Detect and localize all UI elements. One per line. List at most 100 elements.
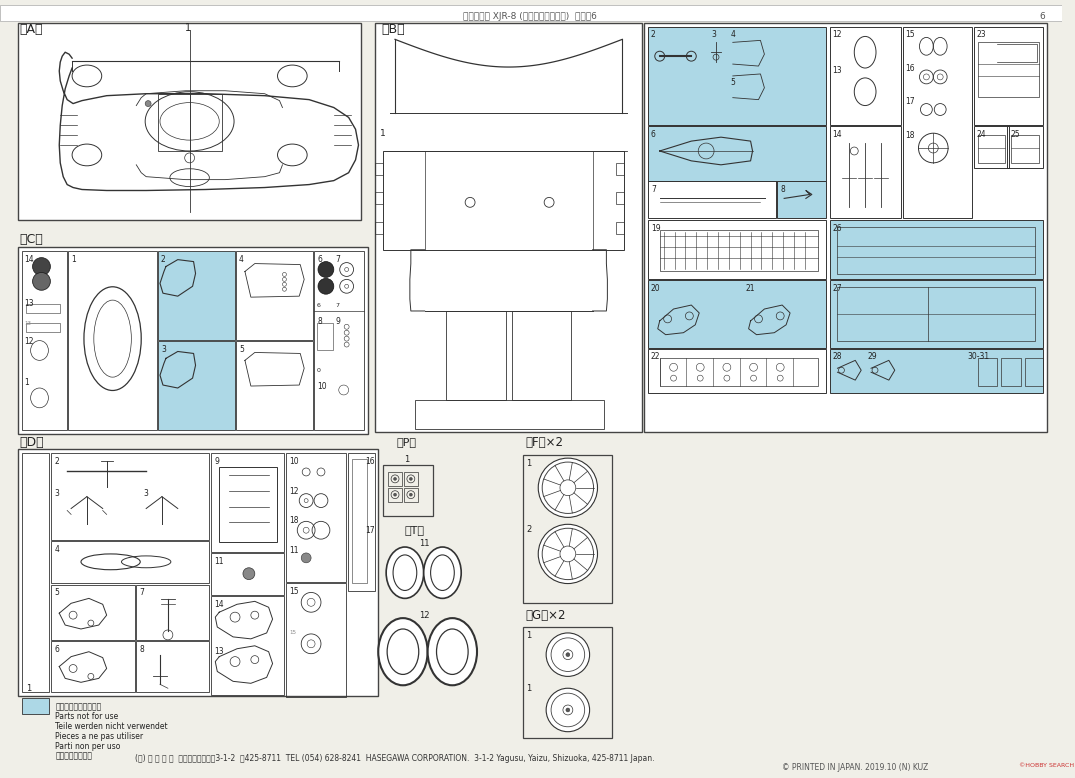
Text: Parts not for use: Parts not for use — [55, 712, 118, 721]
Circle shape — [565, 708, 570, 712]
Text: 4: 4 — [239, 254, 244, 264]
Bar — [1026, 359, 1043, 386]
Bar — [524, 627, 613, 738]
Text: 9: 9 — [335, 317, 341, 326]
Circle shape — [539, 524, 598, 584]
Circle shape — [243, 568, 255, 580]
Bar — [830, 126, 901, 218]
Bar — [616, 222, 625, 234]
Text: 1: 1 — [527, 685, 532, 693]
Bar — [404, 488, 418, 502]
Bar — [22, 251, 67, 430]
Circle shape — [546, 689, 589, 731]
Text: 26: 26 — [832, 224, 842, 233]
Bar — [375, 192, 383, 205]
Text: 7: 7 — [650, 184, 656, 194]
Text: 16: 16 — [366, 457, 375, 466]
Text: 4: 4 — [55, 545, 59, 554]
Bar — [375, 163, 383, 175]
Text: 12: 12 — [25, 337, 34, 345]
Bar — [446, 311, 505, 400]
Bar — [648, 220, 826, 279]
Bar — [1012, 135, 1038, 163]
Bar — [219, 467, 276, 542]
Text: 21: 21 — [746, 284, 755, 293]
Text: 14: 14 — [832, 130, 842, 139]
Text: 8: 8 — [140, 645, 144, 654]
Text: 《T》: 《T》 — [405, 525, 425, 535]
Bar — [648, 126, 826, 180]
Text: 13: 13 — [25, 321, 31, 326]
Bar — [158, 341, 235, 430]
Bar — [52, 541, 210, 583]
Bar — [383, 465, 432, 517]
Text: 30-31: 30-31 — [968, 352, 990, 362]
Text: 11: 11 — [214, 557, 224, 566]
Text: 3: 3 — [711, 30, 716, 40]
Text: 13: 13 — [832, 66, 842, 75]
Ellipse shape — [387, 629, 419, 675]
Bar — [830, 220, 1043, 279]
Text: 《P》: 《P》 — [397, 437, 417, 447]
Text: 《D》: 《D》 — [19, 436, 44, 449]
Bar — [314, 251, 364, 430]
Bar — [978, 359, 998, 386]
Bar — [22, 698, 49, 714]
Circle shape — [565, 653, 570, 657]
Bar — [388, 472, 402, 485]
Ellipse shape — [431, 555, 455, 591]
Bar — [616, 192, 625, 205]
Circle shape — [318, 261, 334, 278]
Bar — [26, 323, 60, 331]
Text: 3: 3 — [161, 345, 166, 353]
Text: 12: 12 — [419, 611, 430, 619]
Text: 1: 1 — [71, 254, 76, 264]
Bar — [777, 180, 826, 218]
Bar — [375, 222, 383, 234]
Circle shape — [301, 553, 311, 562]
Bar — [158, 93, 223, 151]
Bar — [978, 42, 1038, 96]
Text: 29: 29 — [868, 352, 877, 362]
Ellipse shape — [378, 619, 428, 685]
Bar — [830, 280, 1043, 348]
Text: (株) ハ セ ガ ワ  静岡県焼津市八楠3-1-2  〒425-8711  TEL (054) 628-8241  HASEGAWA CORPORATION.: (株) ハ セ ガ ワ 静岡県焼津市八楠3-1-2 〒425-8711 TEL … — [135, 754, 655, 763]
Bar — [837, 227, 1035, 275]
Bar — [616, 163, 625, 175]
Ellipse shape — [424, 547, 461, 598]
Bar — [18, 23, 361, 220]
Text: 2: 2 — [161, 254, 166, 264]
Bar — [837, 287, 1035, 341]
Text: 13: 13 — [214, 647, 224, 656]
Text: 24: 24 — [977, 130, 987, 139]
Text: 5: 5 — [731, 78, 735, 87]
Text: 《G》×2: 《G》×2 — [526, 608, 565, 622]
Text: 1: 1 — [381, 128, 386, 138]
Text: 8: 8 — [780, 184, 785, 194]
Bar — [974, 26, 1043, 125]
Text: 20: 20 — [650, 284, 660, 293]
Text: 19: 19 — [650, 224, 660, 233]
Text: 6: 6 — [650, 130, 656, 139]
Text: © PRINTED IN JAPAN. 2019.10 (N) KUZ: © PRINTED IN JAPAN. 2019.10 (N) KUZ — [783, 762, 929, 772]
Bar — [137, 584, 210, 640]
Text: 2: 2 — [650, 30, 656, 40]
Bar — [212, 553, 285, 595]
Text: の部品は使用しません: の部品は使用しません — [55, 702, 101, 711]
Bar — [52, 454, 210, 540]
Text: 5: 5 — [239, 345, 244, 353]
Text: 10: 10 — [289, 457, 299, 466]
Text: 5: 5 — [55, 588, 59, 598]
Bar — [383, 151, 625, 250]
Bar — [286, 583, 346, 697]
Text: 22: 22 — [650, 352, 660, 362]
Circle shape — [32, 272, 51, 290]
Text: 7: 7 — [335, 303, 340, 308]
Circle shape — [410, 478, 413, 480]
Text: 11: 11 — [289, 546, 299, 555]
Circle shape — [546, 633, 589, 676]
Bar — [22, 454, 49, 692]
Bar — [978, 135, 1005, 163]
Bar — [236, 251, 313, 340]
Text: 1: 1 — [185, 23, 190, 33]
